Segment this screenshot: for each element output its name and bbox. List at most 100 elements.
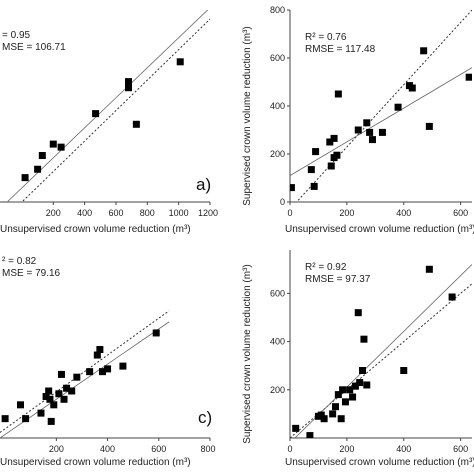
panel-label: c) [198, 408, 212, 427]
data-point [34, 165, 42, 173]
x-tick-label: 200 [49, 444, 64, 454]
data-point [465, 73, 472, 81]
data-point [55, 390, 63, 398]
r2-stat: R² = 0.92 [305, 262, 347, 273]
data-point [46, 395, 54, 403]
data-point [57, 143, 65, 151]
data-point [47, 417, 55, 425]
data-point [292, 424, 300, 432]
data-point [92, 110, 100, 118]
data-point [420, 47, 428, 55]
data-point [93, 351, 101, 359]
data-point [119, 362, 127, 370]
data-point [132, 120, 140, 128]
data-point [73, 373, 81, 381]
data-point [152, 329, 160, 337]
data-point [326, 138, 334, 146]
data-point [96, 346, 104, 354]
y-tick-label: 200 [270, 385, 285, 395]
data-point [60, 395, 68, 403]
x-tick-label: 0 [287, 208, 292, 218]
x-axis-label: Unsupervised crown volume reduction (m³) [285, 224, 474, 235]
data-point [346, 386, 354, 394]
data-point [337, 415, 345, 423]
x-tick-label: 800 [200, 444, 215, 454]
data-point [50, 401, 58, 409]
rmse-stat: RMSE = 117.48 [305, 44, 376, 55]
x-tick-label: 600 [108, 208, 123, 218]
y-tick-label: 400 [270, 337, 285, 347]
data-point [125, 78, 133, 86]
data-point [320, 415, 328, 423]
data-point [394, 103, 402, 111]
data-point [400, 367, 408, 375]
identity-line [295, 10, 472, 202]
data-point [366, 128, 374, 136]
data-point [306, 432, 314, 438]
data-point [86, 368, 94, 376]
y-tick-label: 0 [280, 197, 285, 207]
y-tick-label: 800 [270, 5, 285, 15]
identity-line [21, 18, 210, 202]
x-tick-label: 600 [151, 444, 166, 454]
data-point [359, 367, 367, 375]
x-axis-label: Unsupervised crown volume reduction (m³) [285, 457, 474, 468]
x-tick-label: 1000 [169, 208, 189, 218]
data-point [425, 265, 433, 273]
data-point [310, 182, 318, 190]
identity-line [0, 310, 170, 433]
r2-stat: = 0.95 [2, 30, 31, 41]
y-tick-label: 400 [270, 101, 285, 111]
x-tick-label: 200 [339, 444, 354, 454]
data-point [341, 398, 349, 406]
data-point [327, 162, 335, 170]
x-tick-label: 1200 [198, 208, 218, 218]
y-axis-label: Supervised crown volume reduction (m³) [242, 264, 253, 444]
data-point [38, 152, 46, 160]
data-point [21, 174, 29, 182]
data-point [16, 401, 24, 409]
data-point [339, 386, 347, 394]
x-tick-label: 400 [100, 444, 115, 454]
data-point [42, 393, 50, 401]
data-point [57, 370, 65, 378]
data-point [368, 136, 376, 144]
y-axis-label: Supervised crown volume reduction (m³) [242, 26, 253, 206]
data-point [333, 151, 341, 159]
data-point [363, 119, 371, 127]
data-point [290, 184, 295, 192]
r2-stat: ² = 0.82 [2, 256, 37, 267]
x-axis-label: Unsupervised crown volume reduction (m³) [0, 457, 191, 468]
data-point [1, 415, 9, 423]
data-point [354, 309, 362, 317]
data-point [22, 415, 30, 423]
data-point [334, 90, 342, 98]
x-tick-label: 200 [46, 208, 61, 218]
data-point [45, 387, 53, 395]
data-point [37, 409, 45, 417]
data-point [49, 140, 57, 148]
x-tick-label: 400 [77, 208, 92, 218]
data-point [317, 411, 325, 419]
data-point [63, 384, 71, 392]
data-point [363, 381, 371, 389]
y-tick-label: 600 [270, 288, 285, 298]
regression-line [290, 67, 472, 176]
data-point [351, 382, 359, 390]
data-point [98, 368, 106, 376]
rmse-stat: RMSE = 97.37 [305, 274, 371, 285]
data-point [360, 335, 368, 343]
x-tick-label: 800 [140, 208, 155, 218]
data-point [332, 403, 339, 411]
data-point [354, 126, 362, 134]
data-point [448, 293, 456, 301]
data-point [104, 365, 112, 373]
x-tick-label: 200 [339, 208, 354, 218]
x-tick-label: 600 [453, 208, 468, 218]
data-point [125, 84, 133, 92]
data-point [330, 134, 338, 142]
